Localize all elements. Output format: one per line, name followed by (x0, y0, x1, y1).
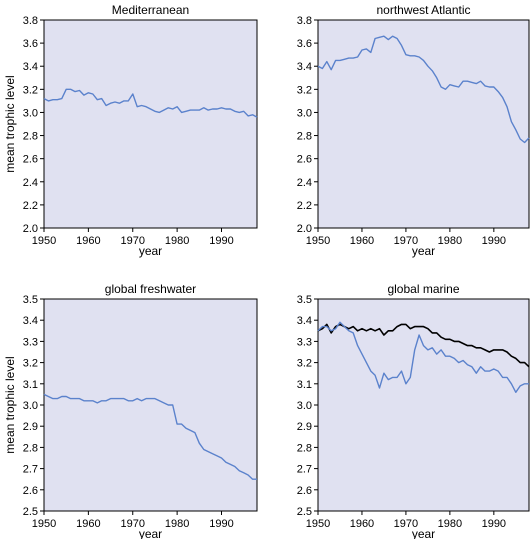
y-tick-label: 2.6 (23, 485, 38, 497)
x-tick-label: 1980 (165, 235, 189, 247)
y-tick-label: 3.6 (297, 38, 312, 50)
x-axis-label: year (139, 527, 162, 539)
y-tick-label: 3.4 (297, 61, 312, 73)
y-tick-label: 3.0 (23, 107, 38, 119)
panel-1: Mediterranean 2.0 2.2 2.4 2.6 2.8 3.0 3.2 3.4 3.6… (3, 3, 258, 258)
panel-2: northwest Atlantic 2.0 2.2 2.4 2.6 2.8 3.0 3.2 3… (297, 3, 530, 258)
x-tick-label: 1970 (394, 235, 418, 247)
y-tick-label: 2.0 (23, 223, 38, 235)
y-tick-label: 3.8 (23, 15, 38, 27)
y-tick-label: 2.4 (23, 177, 38, 189)
y-tick-label: 3.2 (23, 84, 38, 96)
y-tick-label: 2.2 (297, 200, 312, 212)
x-tick-label: 1990 (482, 518, 506, 530)
y-tick-label: 3.2 (297, 84, 312, 96)
y-tick-label: 2.6 (297, 154, 312, 166)
y-tick-label: 3.1 (297, 379, 312, 391)
y-tick-label: 3.4 (23, 61, 38, 73)
x-tick-label: 1990 (482, 235, 506, 247)
y-tick-label: 2.8 (23, 131, 38, 143)
y-tick-label: 2.9 (23, 421, 38, 433)
x-tick-label: 1980 (165, 518, 189, 530)
y-tick-label: 3.0 (297, 107, 312, 119)
x-tick-label: 1950 (306, 518, 330, 530)
x-tick-label: 1990 (209, 235, 233, 247)
x-tick-label: 1960 (350, 518, 374, 530)
plot-area (43, 298, 258, 512)
x-axis-label: year (412, 244, 435, 258)
plot-area (317, 19, 530, 229)
y-axis-label: mean trophic level (3, 356, 17, 453)
y-tick-label: 3.2 (23, 358, 38, 370)
y-tick-label: 2.8 (23, 442, 38, 454)
series-line-1 (43, 88, 258, 118)
y-tick-label: 3.4 (297, 315, 312, 327)
y-tick-label: 2.6 (23, 154, 38, 166)
panel-3: global freshwater 2.5 2.6 2.7 2.8 2.9 3.0 3.1 3.… (3, 282, 258, 539)
panel-title: global freshwater (105, 282, 196, 296)
x-tick-label: 1960 (350, 235, 374, 247)
x-tick-label: 1980 (438, 518, 462, 530)
x-tick-label: 1970 (121, 518, 145, 530)
y-axis-label: mean trophic level (3, 75, 17, 172)
y-tick-label: 3.3 (297, 336, 312, 348)
y-tick-label: 2.6 (297, 485, 312, 497)
y-tick-label: 2.5 (297, 506, 312, 518)
x-tick-label: 1960 (76, 518, 100, 530)
y-tick-label: 3.3 (23, 336, 38, 348)
panel-title: northwest Atlantic (376, 3, 470, 17)
y-tick-label: 2.7 (23, 464, 38, 476)
x-tick-label: 1990 (209, 518, 233, 530)
y-tick-label: 3.0 (297, 400, 312, 412)
series-line-1 (317, 323, 530, 368)
series-line-1 (317, 35, 530, 144)
x-tick-label: 1960 (76, 235, 100, 247)
y-tick-label: 2.8 (297, 442, 312, 454)
x-tick-label: 1980 (438, 235, 462, 247)
y-tick-label: 2.2 (23, 200, 38, 212)
y-tick-label: 3.2 (297, 358, 312, 370)
y-tick-label: 3.4 (23, 315, 38, 327)
y-tick-label: 3.8 (297, 15, 312, 27)
x-tick-label: 1970 (394, 518, 418, 530)
y-tick-label: 3.6 (23, 38, 38, 50)
x-tick-label: 1950 (306, 235, 330, 247)
y-tick-label: 3.1 (23, 379, 38, 391)
y-tick-label: 2.0 (297, 223, 312, 235)
x-axis-label: year (139, 244, 162, 258)
x-tick-label: 1950 (32, 518, 56, 530)
series-line-1 (43, 393, 257, 480)
y-tick-label: 2.4 (297, 177, 312, 189)
y-tick-label: 3.5 (23, 294, 38, 306)
y-tick-label: 3.5 (297, 294, 312, 306)
plot-area (43, 19, 258, 229)
x-tick-label: 1970 (121, 235, 145, 247)
x-axis-label: year (412, 527, 435, 539)
y-tick-label: 2.8 (297, 131, 312, 143)
panel-4: global marine 2.5 2.6 2.7 2.8 2.9 3.0 3.1 3.2 3.3… (297, 282, 530, 539)
series-line-2 (317, 321, 529, 393)
x-tick-label: 1950 (32, 235, 56, 247)
panel-title: global marine (387, 282, 459, 296)
y-tick-label: 2.9 (297, 421, 312, 433)
panel-title: Mediterranean (112, 3, 189, 17)
y-tick-label: 3.0 (23, 400, 38, 412)
y-tick-label: 2.5 (23, 506, 38, 518)
y-tick-label: 2.7 (297, 464, 312, 476)
